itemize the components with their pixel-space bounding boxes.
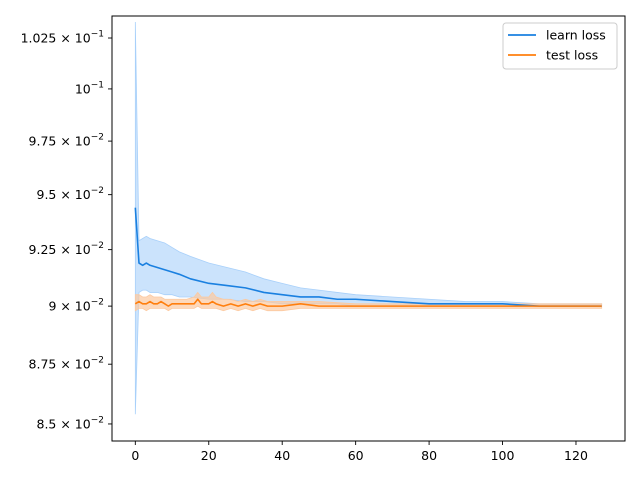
y-tick-label: 9.25 × 10−2 — [29, 241, 104, 257]
line-test-loss — [134, 298, 602, 307]
x-tick-label: 80 — [421, 448, 437, 463]
y-tick-label: 9 × 10−2 — [48, 298, 104, 314]
y-tick-label: 9.75 × 10−2 — [29, 133, 104, 149]
x-tick-label: 0 — [131, 448, 139, 463]
x-tick-label: 40 — [274, 448, 290, 463]
band-learn-loss — [134, 21, 603, 415]
y-tick-label: 8.75 × 10−2 — [29, 356, 104, 372]
x-tick-label: 20 — [201, 448, 217, 463]
axes-frame — [111, 15, 626, 442]
legend-label: learn loss — [546, 28, 606, 43]
x-tick-label: 60 — [348, 448, 364, 463]
legend: learn loss test loss — [502, 22, 618, 70]
x-tick-label: 100 — [491, 448, 515, 463]
plot-area — [134, 21, 603, 415]
x-tick-label: 120 — [564, 448, 588, 463]
line-learn-loss — [134, 207, 602, 307]
y-tick-label: 8.5 × 10−2 — [37, 415, 105, 431]
y-tick-label: 9.5 × 10−2 — [37, 186, 105, 202]
legend-label: test loss — [546, 48, 598, 63]
y-tick-label: 1.025 × 10−1 — [21, 30, 104, 46]
x-axis: 0 20 40 60 80 100 120 — [131, 441, 588, 463]
y-axis: 8.5 × 10−2 8.75 × 10−2 9 × 10−2 9.25 × 10−2… — [21, 30, 112, 431]
y-tick-label: 10−1 — [75, 80, 104, 96]
